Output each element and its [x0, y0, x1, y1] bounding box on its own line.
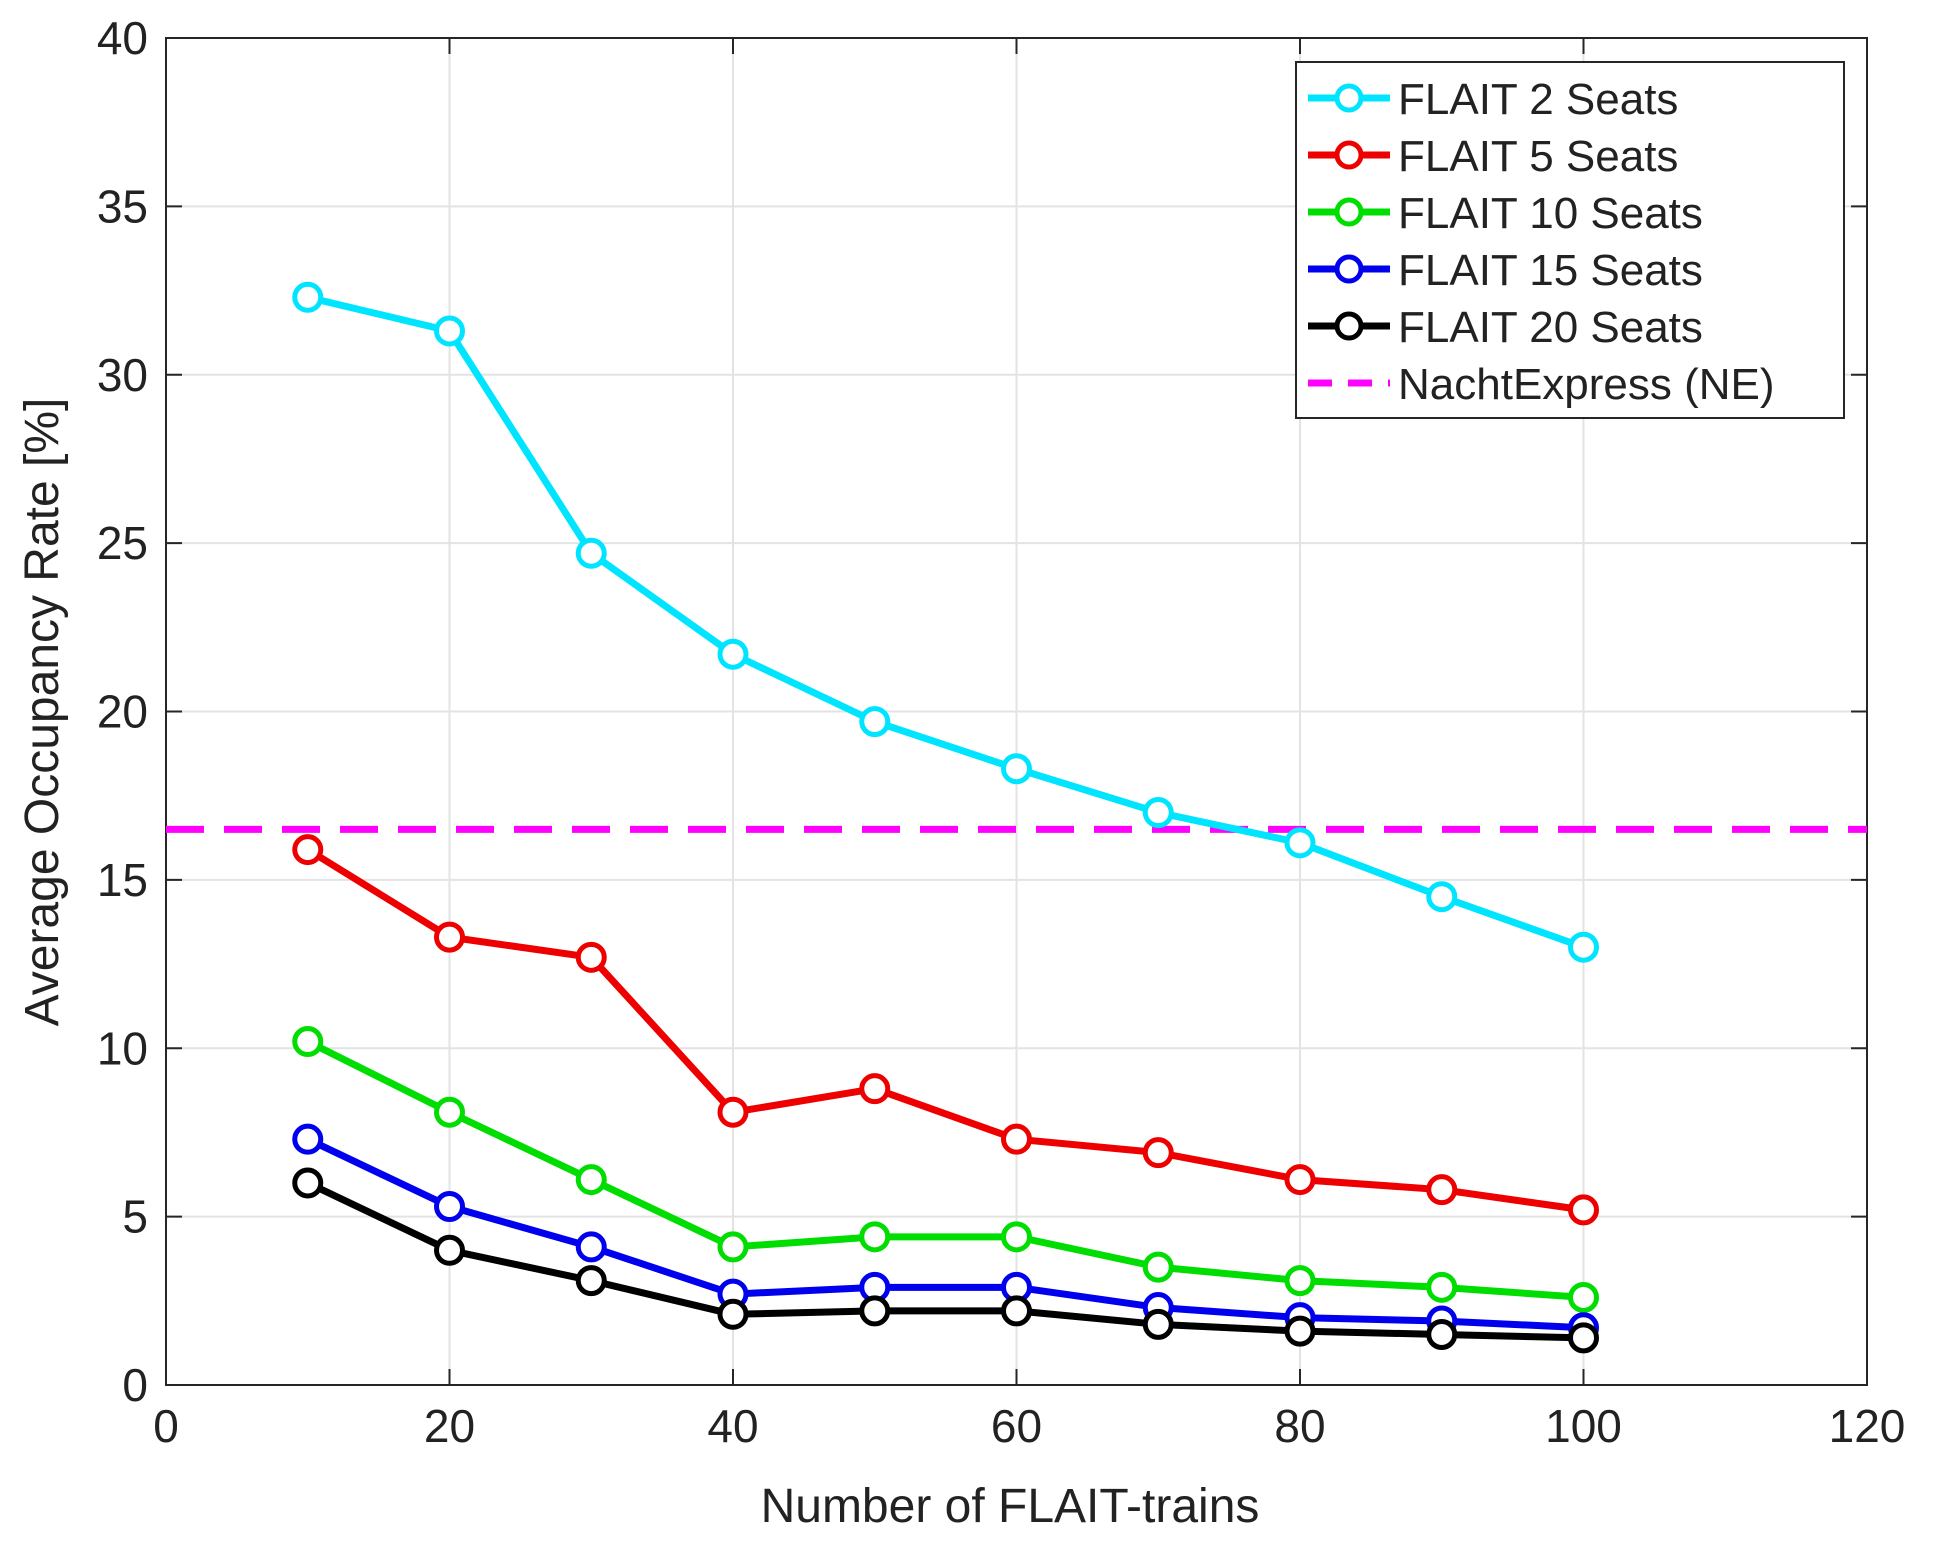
- y-tick-label: 40: [97, 12, 148, 64]
- legend-marker: [1334, 83, 1364, 113]
- x-tick-label: 100: [1545, 1400, 1622, 1452]
- series-line: [306, 1136, 1584, 1332]
- legend-label: FLAIT 15 Seats: [1398, 246, 1703, 295]
- legend-marker: [1334, 311, 1364, 341]
- data-point: [1142, 1251, 1174, 1283]
- data-point: [292, 1167, 324, 1199]
- legend-entry: FLAIT 10 Seats: [1308, 189, 1703, 238]
- series-line: [306, 1179, 1584, 1342]
- x-tick-label: 60: [991, 1400, 1042, 1452]
- data-point: [1001, 1295, 1032, 1327]
- series-layer: [292, 281, 1599, 1354]
- data-point: [575, 941, 607, 973]
- data-point: [1568, 1194, 1599, 1226]
- series-5: [292, 1167, 1599, 1354]
- y-tick-label: 15: [97, 854, 148, 906]
- data-point: [434, 1191, 465, 1223]
- data-point: [575, 537, 607, 569]
- data-point: [1426, 1318, 1458, 1350]
- data-point: [434, 315, 465, 347]
- data-point: [1426, 1174, 1458, 1206]
- data-point: [859, 1221, 891, 1253]
- legend-entry: FLAIT 2 Seats: [1308, 75, 1678, 124]
- legend-label: FLAIT 5 Seats: [1398, 132, 1678, 181]
- x-axis-label: Number of FLAIT-trains: [761, 1480, 1260, 1533]
- legend: FLAIT 2 Seats FLAIT 5 Seats FLAIT 10 Seats…: [1295, 61, 1845, 419]
- legend-label: NachtExpress (NE): [1398, 360, 1775, 409]
- data-point: [434, 921, 465, 953]
- x-tick-label: 0: [153, 1400, 179, 1452]
- data-point: [1284, 827, 1316, 859]
- legend-label: FLAIT 20 Seats: [1398, 303, 1703, 352]
- data-point: [292, 1123, 324, 1155]
- axis-labels: Number of FLAIT-trains Average Occupancy…: [16, 398, 1259, 1533]
- data-point: [575, 1164, 607, 1196]
- series-2: [292, 834, 1599, 1226]
- data-point: [717, 1096, 749, 1128]
- y-tick-label: 0: [122, 1359, 148, 1411]
- y-tick-label: 25: [97, 517, 148, 569]
- legend-label: FLAIT 10 Seats: [1398, 189, 1703, 238]
- series-line: [306, 293, 1585, 951]
- data-point: [1284, 1315, 1316, 1347]
- y-axis-label: Average Occupancy Rate [%]: [16, 398, 69, 1027]
- data-point: [859, 1295, 891, 1327]
- data-point: [717, 638, 749, 670]
- series-line: [305, 846, 1584, 1214]
- data-point: [1284, 1164, 1316, 1196]
- data-point: [1001, 1221, 1032, 1253]
- axes: 0 20 40 60 80 100 120 0 5 10 15 20 25 30 35 40: [97, 12, 1906, 1452]
- data-point: [859, 706, 891, 738]
- data-point: [575, 1265, 607, 1297]
- data-point: [292, 834, 324, 866]
- data-point: [1001, 1123, 1032, 1155]
- data-point: [1426, 881, 1458, 913]
- y-tick-label: 20: [97, 686, 148, 738]
- legend-entry: FLAIT 15 Seats: [1308, 246, 1703, 295]
- data-point: [1142, 797, 1174, 829]
- data-point: [717, 1298, 749, 1330]
- legend-box: [1295, 61, 1845, 419]
- data-point: [434, 1234, 465, 1266]
- y-tick-label: 10: [97, 1022, 148, 1074]
- data-point: [1426, 1271, 1458, 1303]
- y-tick-label: 30: [97, 349, 148, 401]
- series-line: [306, 1038, 1584, 1301]
- data-point: [859, 1073, 891, 1105]
- data-point: [292, 281, 324, 313]
- data-point: [1001, 753, 1032, 785]
- legend-marker: [1334, 140, 1364, 170]
- data-point: [292, 1026, 324, 1058]
- x-tick-label: 120: [1829, 1400, 1906, 1452]
- legend-entry: FLAIT 5 Seats: [1308, 132, 1678, 181]
- legend-marker: [1334, 254, 1364, 284]
- x-tick-label: 40: [707, 1400, 758, 1452]
- y-tick-label: 5: [122, 1191, 148, 1243]
- x-tick-label: 20: [424, 1400, 475, 1452]
- data-point: [434, 1096, 465, 1128]
- data-point: [575, 1231, 607, 1263]
- x-tick-label: 80: [1274, 1400, 1325, 1452]
- data-point: [1284, 1265, 1316, 1297]
- data-point: [717, 1231, 749, 1263]
- legend-entry: FLAIT 20 Seats: [1308, 303, 1703, 352]
- data-point: [1568, 1322, 1599, 1354]
- legend-marker: [1334, 197, 1364, 227]
- y-tick-label: 35: [97, 180, 148, 232]
- series-1: [292, 281, 1599, 963]
- data-point: [1568, 1281, 1599, 1313]
- data-point: [1142, 1308, 1174, 1340]
- data-point: [1568, 931, 1599, 963]
- series-3: [292, 1026, 1599, 1313]
- data-point: [1142, 1137, 1174, 1169]
- legend-entry: NachtExpress (NE): [1308, 360, 1775, 409]
- legend-label: FLAIT 2 Seats: [1398, 75, 1678, 124]
